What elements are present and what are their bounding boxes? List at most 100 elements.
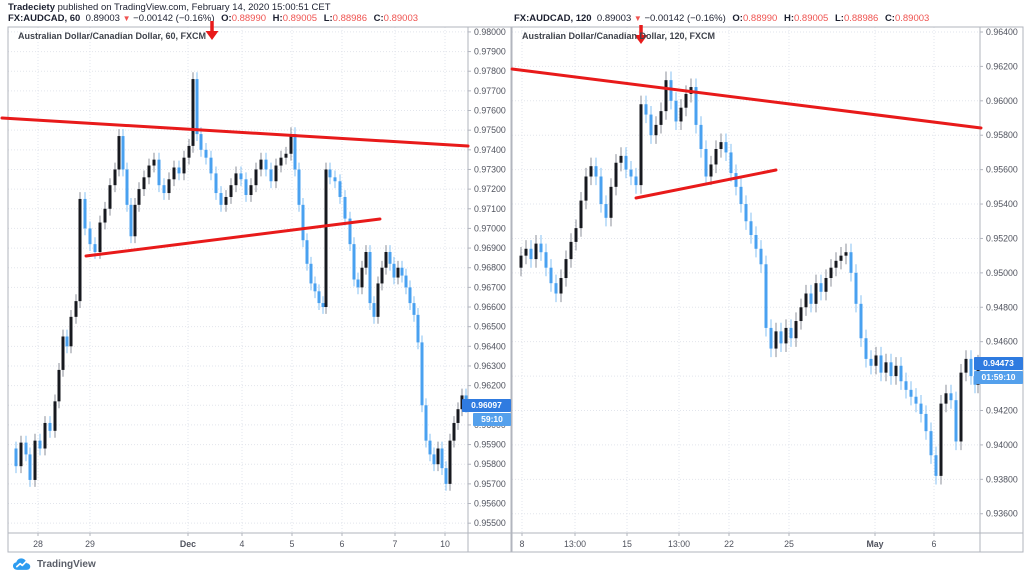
high-value: 0.89005 <box>282 13 318 24</box>
chart-title-120: Australian Dollar/Canadian Dollar, 120, … <box>522 31 716 41</box>
svg-text:15: 15 <box>622 539 632 549</box>
high-value: 0.89005 <box>794 13 829 24</box>
axes: 0.98000 0.97900 0.97800 0.97700 0.97600 0.975… <box>7 26 512 553</box>
trend-line[interactable] <box>0 116 470 148</box>
svg-text:0.95900: 0.95900 <box>474 440 506 450</box>
candles <box>14 72 468 491</box>
down-arrow-icon: ▼ <box>122 14 131 23</box>
drawings[interactable] <box>0 21 470 258</box>
svg-text:5: 5 <box>290 539 295 549</box>
svg-text:0.98000: 0.98000 <box>474 27 506 37</box>
svg-text:0.97200: 0.97200 <box>474 184 506 194</box>
price-change: −0.00142 (−0.16%) <box>644 13 726 24</box>
trend-line[interactable] <box>510 67 983 130</box>
svg-text:0.97900: 0.97900 <box>474 47 506 57</box>
svg-text:0.93600: 0.93600 <box>986 509 1018 519</box>
svg-text:0.95400: 0.95400 <box>986 199 1018 209</box>
svg-text:0.97400: 0.97400 <box>474 145 506 155</box>
arrow-down-icon[interactable] <box>205 31 219 40</box>
svg-text:0.96900: 0.96900 <box>474 243 506 253</box>
high-label: H: <box>272 13 283 24</box>
svg-text:0.97500: 0.97500 <box>474 125 506 135</box>
svg-text:0.95500: 0.95500 <box>474 518 506 528</box>
svg-text:6: 6 <box>340 539 345 549</box>
svg-text:22: 22 <box>724 539 734 549</box>
low-value: 0.88986 <box>332 13 367 24</box>
svg-text:4: 4 <box>240 539 245 549</box>
tradingview-cloud-icon <box>13 558 31 570</box>
down-arrow-icon: ▼ <box>633 14 642 23</box>
svg-text:0.97600: 0.97600 <box>474 106 506 116</box>
svg-text:May: May <box>866 539 883 549</box>
svg-text:25: 25 <box>784 539 794 549</box>
svg-text:13:00: 13:00 <box>564 539 586 549</box>
grid <box>8 27 468 533</box>
low-label: L: <box>834 13 844 24</box>
open-value: 0.88990 <box>742 13 778 24</box>
svg-text:0.97700: 0.97700 <box>474 86 506 96</box>
svg-text:13:00: 13:00 <box>668 539 690 549</box>
low-value: 0.88986 <box>843 13 879 24</box>
svg-text:0.95200: 0.95200 <box>986 233 1018 243</box>
svg-text:0.95800: 0.95800 <box>474 459 506 469</box>
svg-text:8: 8 <box>520 539 525 549</box>
trend-line[interactable] <box>84 217 382 258</box>
svg-text:28: 28 <box>33 539 43 549</box>
close-label: C: <box>884 13 895 24</box>
drawings[interactable] <box>510 25 983 200</box>
svg-text:0.95800: 0.95800 <box>986 130 1018 140</box>
last-price: 0.89003 <box>85 13 120 24</box>
chart-title-60: Australian Dollar/Canadian Dollar, 60, F… <box>18 31 207 41</box>
svg-text:0.96500: 0.96500 <box>474 322 506 332</box>
svg-text:10: 10 <box>440 539 450 549</box>
candles <box>519 71 980 485</box>
svg-text:0.94000: 0.94000 <box>986 440 1018 450</box>
svg-text:0.94800: 0.94800 <box>986 302 1018 312</box>
tradingview-logo[interactable]: TradingView <box>12 557 96 571</box>
bar-countdown-badge: 59:10 <box>473 412 511 426</box>
svg-text:0.97300: 0.97300 <box>474 164 506 174</box>
symbol-name: FX:AUDCAD, 60 <box>8 13 81 24</box>
bar-countdown-badge: 01:59:10 <box>974 370 1023 384</box>
symbol-header-60: FX:AUDCAD, 60 0.89003 ▼ −0.00142 (−0.16%… <box>8 13 418 24</box>
svg-text:29: 29 <box>85 539 95 549</box>
svg-text:0.94200: 0.94200 <box>986 406 1018 416</box>
svg-text:0.96000: 0.96000 <box>986 96 1018 106</box>
svg-text:0.96200: 0.96200 <box>474 381 506 391</box>
close-value: 0.89003 <box>894 13 930 24</box>
symbol-header-120: FX:AUDCAD, 120 0.89003 ▼ −0.00142 (−0.16… <box>514 13 929 24</box>
svg-text:0.95700: 0.95700 <box>474 479 506 489</box>
svg-text:0.95600: 0.95600 <box>474 499 506 509</box>
svg-text:0.95600: 0.95600 <box>986 165 1018 175</box>
price-change: −0.00142 (−0.16%) <box>133 13 215 24</box>
svg-text:0.93800: 0.93800 <box>986 474 1018 484</box>
svg-text:0.96200: 0.96200 <box>986 61 1018 71</box>
svg-text:0.94600: 0.94600 <box>986 337 1018 347</box>
svg-text:6: 6 <box>932 539 937 549</box>
last-price: 0.89003 <box>596 13 632 24</box>
published-text: published on TradingView.com, February 1… <box>55 2 331 13</box>
svg-text:0.97100: 0.97100 <box>474 204 506 214</box>
last-price-badge: 0.94473 <box>974 356 1023 370</box>
open-label: O: <box>732 13 743 24</box>
svg-text:0.97800: 0.97800 <box>474 66 506 76</box>
svg-text:0.96400: 0.96400 <box>474 341 506 351</box>
publisher-name: Tradeciety <box>8 2 55 13</box>
svg-text:0.95000: 0.95000 <box>986 268 1018 278</box>
trend-line[interactable] <box>634 168 778 200</box>
publisher-line: Tradeciety published on TradingView.com,… <box>8 2 331 13</box>
low-label: L: <box>323 13 333 24</box>
grid <box>512 27 980 533</box>
close-label: C: <box>373 13 384 24</box>
symbol-name: FX:AUDCAD, 120 <box>514 13 592 24</box>
last-price-badge: 0.96097 <box>462 398 511 412</box>
svg-text:0.97000: 0.97000 <box>474 223 506 233</box>
svg-text:0.96400: 0.96400 <box>986 27 1018 37</box>
arrow-down-icon[interactable] <box>634 35 648 44</box>
open-label: O: <box>221 13 232 24</box>
svg-text:Dec: Dec <box>180 539 196 549</box>
svg-text:0.96300: 0.96300 <box>474 361 506 371</box>
